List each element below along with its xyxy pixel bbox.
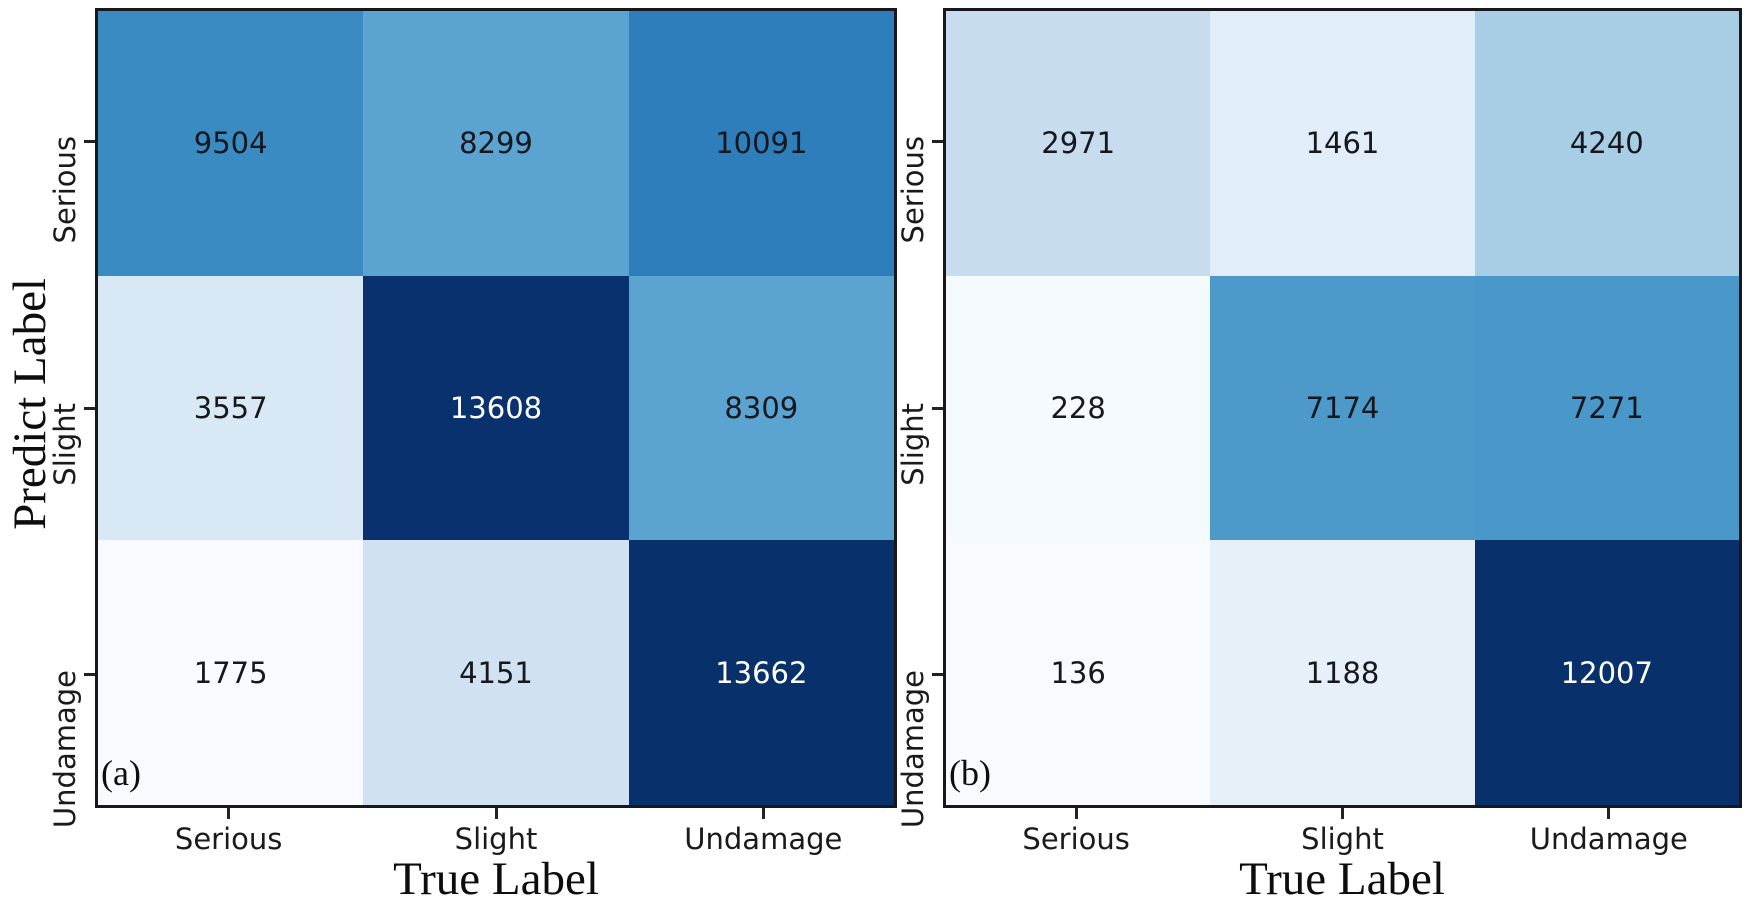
x-tick-mark [761,808,765,819]
panel-label-a: (a) [101,753,141,793]
heatmap-cell-b-r0c0: 2971 [946,11,1211,276]
y-tick-label: Serious [896,136,930,244]
y-tick-mark [84,673,95,677]
y-tick-label: Slight [896,403,930,486]
y-tick-label: Undamage [48,669,82,828]
heatmap-cell-a-r2c1: 4151 [363,540,629,805]
y-tick-label: Slight [48,403,82,486]
x-tick-mark [494,808,498,819]
y-tick-mark [84,139,95,143]
heatmap-cell-b-r0c1: 1461 [1210,11,1475,276]
heatmap-cell-b-r1c0: 228 [946,275,1211,541]
y-tick-label: Undamage [896,669,930,828]
heatmap-panel-a: 9504 8299 10091 3557 13608 8309 1775 4151 13662 [95,8,897,808]
heatmap-cell-b-r1c2: 7271 [1474,275,1739,541]
heatmap-cell-b-r2c1: 1188 [1210,540,1475,805]
y-tick-mark [932,139,943,143]
heatmap-cell-a-r0c1: 8299 [363,11,629,276]
x-tick-mark [227,808,231,819]
heatmap-cell-b-r2c0: 136 [946,540,1211,805]
x-tick-label: Slight [454,822,538,856]
x-tick-label: Undamage [1529,822,1688,856]
y-tick-mark [932,673,943,677]
x-tick-label: Serious [1022,822,1130,856]
x-axis-title-b: True Label [1239,853,1445,905]
y-tick-mark [932,406,943,410]
x-axis-title-a: True Label [393,853,599,905]
heatmap-cell-a-r1c0: 3557 [98,275,364,541]
heatmap-cell-b-r1c1: 7174 [1210,275,1475,541]
heatmap-cell-a-r0c0: 9504 [98,11,364,276]
x-tick-label: Slight [1301,822,1384,856]
y-tick-label: Serious [48,136,82,244]
x-tick-label: Serious [174,822,283,856]
panel-label-b: (b) [949,753,991,793]
heatmap-cell-a-r1c1: 13608 [363,275,629,541]
x-tick-label: Undamage [684,822,843,856]
y-tick-mark [84,406,95,410]
heatmap-cell-a-r2c0: 1775 [98,540,364,805]
heatmap-cell-b-r0c2: 4240 [1474,11,1739,276]
heatmap-cell-b-r2c2: 12007 [1474,540,1739,805]
heatmap-panel-b: 2971 1461 4240 228 7174 7271 136 1188 12007 [943,8,1742,808]
heatmap-cell-a-r1c2: 8309 [628,275,894,541]
x-tick-mark [1074,808,1078,819]
heatmap-cell-a-r2c2: 13662 [628,540,894,805]
x-tick-mark [1607,808,1611,819]
x-tick-mark [1341,808,1344,819]
heatmap-cell-a-r0c2: 10091 [628,11,894,276]
